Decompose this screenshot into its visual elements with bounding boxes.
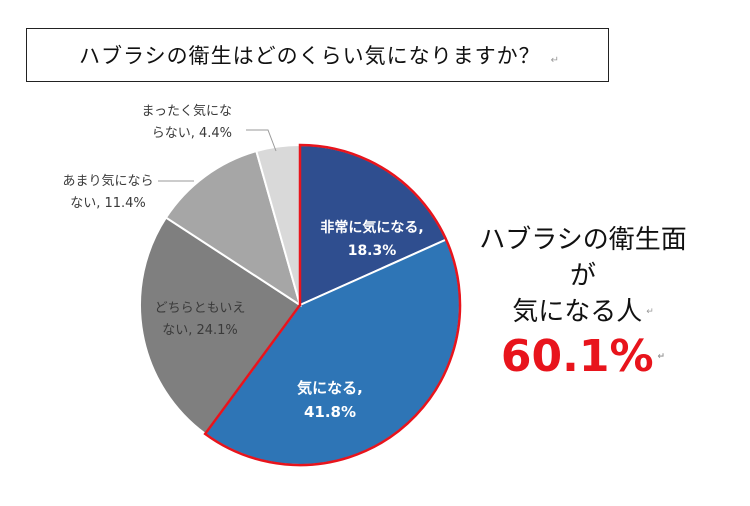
- callout-line-2-text: 気になる人: [512, 297, 643, 327]
- slice-label: 気になる, 41.8%: [297, 379, 363, 421]
- callout-percent-value: 60.1%: [500, 331, 654, 382]
- return-mark: ↵: [657, 352, 666, 362]
- slice-label: あまり気にならない, 11.4%: [62, 173, 153, 211]
- slice-label: 非常に気になる, 18.3%: [320, 219, 423, 259]
- return-mark: ↵: [550, 54, 559, 66]
- slice-label: どちらともいえない, 24.1%: [155, 301, 246, 338]
- callout-percent: 60.1% ↵: [478, 330, 688, 384]
- leader-line: [246, 129, 277, 152]
- pie-slice: [139, 216, 302, 436]
- highlight-callout: ハブラシの衛生面が 気になる人 ↵ 60.1% ↵: [478, 222, 688, 384]
- callout-line-2: 気になる人 ↵: [478, 294, 688, 330]
- highlight-outline: [203, 143, 462, 467]
- chart-title: ハブラシの衛生はどのくらい気になりますか？: [79, 44, 541, 68]
- title-box: ハブラシの衛生はどのくらい気になりますか？ ↵: [26, 28, 609, 82]
- return-mark: ↵: [646, 307, 654, 317]
- callout-line-1: ハブラシの衛生面が: [479, 225, 687, 291]
- slice-label: まったく気にならない, 4.4%: [142, 103, 232, 141]
